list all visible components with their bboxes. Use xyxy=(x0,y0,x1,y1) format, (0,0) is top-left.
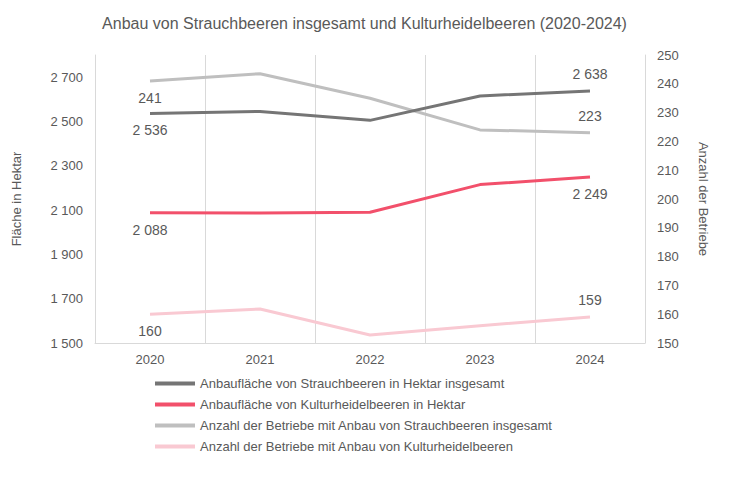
svg-text:2 700: 2 700 xyxy=(50,70,83,85)
svg-text:2024: 2024 xyxy=(576,352,605,367)
svg-text:Fläche in Hektar: Fläche in Hektar xyxy=(9,151,24,246)
svg-text:241: 241 xyxy=(138,90,162,106)
svg-text:Anzahl der Betriebe mit Anbau: Anzahl der Betriebe mit Anbau von Kultur… xyxy=(200,439,513,454)
svg-text:2 500: 2 500 xyxy=(50,114,83,129)
svg-text:1 500: 1 500 xyxy=(50,336,83,351)
svg-text:220: 220 xyxy=(657,134,679,149)
svg-text:2 088: 2 088 xyxy=(132,222,167,238)
svg-text:2 249: 2 249 xyxy=(572,186,607,202)
svg-text:2022: 2022 xyxy=(356,352,385,367)
svg-text:2 300: 2 300 xyxy=(50,158,83,173)
svg-text:170: 170 xyxy=(657,278,679,293)
svg-text:Anbaufläche von Strauchbeeren: Anbaufläche von Strauchbeeren in Hektar … xyxy=(200,376,505,391)
svg-text:159: 159 xyxy=(578,292,602,308)
svg-text:2020: 2020 xyxy=(136,352,165,367)
svg-text:2023: 2023 xyxy=(466,352,495,367)
svg-text:Anbaufläche von Kulturheidelbe: Anbaufläche von Kulturheidelbeeren in He… xyxy=(200,397,466,412)
svg-text:2 536: 2 536 xyxy=(132,122,167,138)
svg-text:150: 150 xyxy=(657,336,679,351)
svg-text:210: 210 xyxy=(657,163,679,178)
svg-text:Anzahl der Betriebe mit Anbau: Anzahl der Betriebe mit Anbau von Strauc… xyxy=(200,418,552,433)
svg-text:250: 250 xyxy=(657,48,679,63)
svg-text:160: 160 xyxy=(138,323,162,339)
svg-text:160: 160 xyxy=(657,307,679,322)
svg-text:Anbau von Strauchbeeren insges: Anbau von Strauchbeeren insgesamt und Ku… xyxy=(102,15,627,32)
svg-text:200: 200 xyxy=(657,192,679,207)
svg-text:1 700: 1 700 xyxy=(50,291,83,306)
svg-text:2 100: 2 100 xyxy=(50,203,83,218)
svg-text:2021: 2021 xyxy=(246,352,275,367)
svg-text:190: 190 xyxy=(657,220,679,235)
svg-text:Anzahl der Betriebe: Anzahl der Betriebe xyxy=(696,142,711,256)
svg-text:230: 230 xyxy=(657,105,679,120)
svg-text:2 638: 2 638 xyxy=(572,66,607,82)
svg-text:1 900: 1 900 xyxy=(50,247,83,262)
svg-text:223: 223 xyxy=(578,108,602,124)
svg-text:180: 180 xyxy=(657,249,679,264)
svg-text:240: 240 xyxy=(657,76,679,91)
